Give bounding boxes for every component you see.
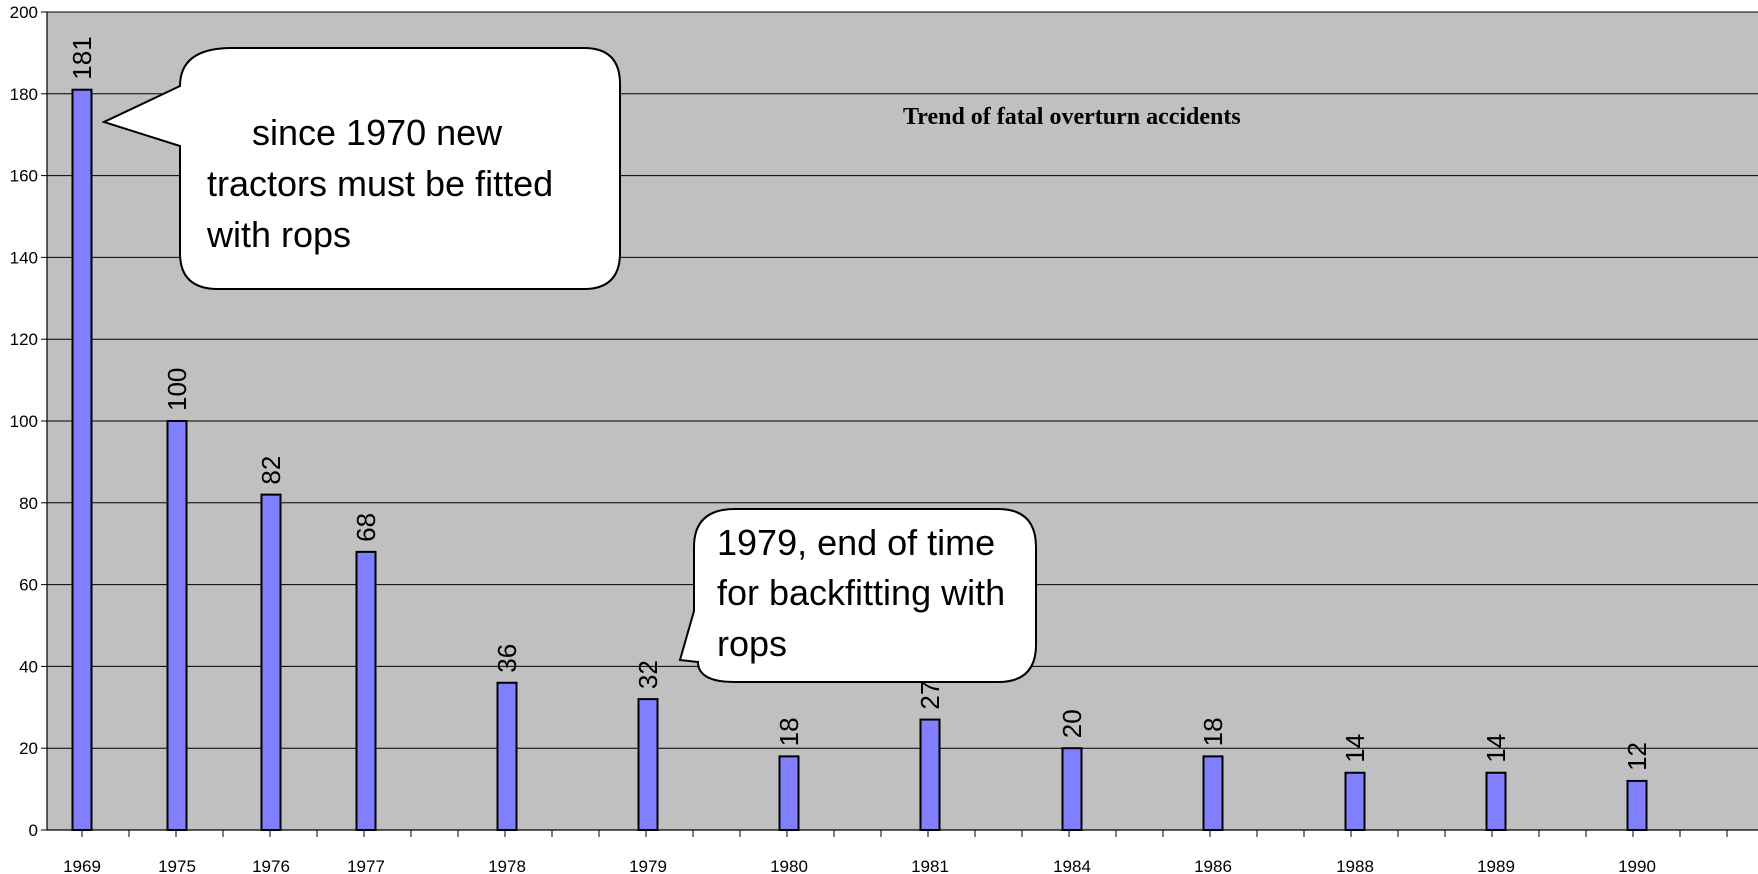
data-labels: 181 100 82 68 36 32 18 27 20 18 14 14 12 <box>67 36 1652 771</box>
x-tick-label-1989: 1989 <box>1477 857 1515 874</box>
x-tick-label-1978: 1978 <box>488 857 526 874</box>
bar-1988 <box>1344 771 1366 831</box>
bar-1981 <box>919 718 941 832</box>
data-label-1978: 36 <box>492 644 522 673</box>
x-tick-label-1977: 1977 <box>347 857 385 874</box>
y-tick-label: 160 <box>10 167 38 186</box>
bar-1989 <box>1485 771 1507 831</box>
data-label-1989: 14 <box>1481 734 1511 763</box>
bar-1990 <box>1626 779 1648 831</box>
data-label-1975: 100 <box>162 368 192 411</box>
x-tick-label-1990: 1990 <box>1618 857 1656 874</box>
callout-text-backfitting-1979: 1979, end of time for backfitting with rop… <box>717 522 1005 664</box>
x-tick-label-1979: 1979 <box>629 857 667 874</box>
data-label-1977: 68 <box>351 513 381 542</box>
x-tick-label-1975: 1975 <box>158 857 196 874</box>
x-tick-label-1981: 1981 <box>911 857 949 874</box>
callout-line: since 1970 new <box>252 112 503 153</box>
y-axis-ticks: 0 20 40 60 80 100 120 140 160 180 200 <box>10 3 47 840</box>
y-tick-label: 120 <box>10 330 38 349</box>
data-label-1976: 82 <box>256 456 286 485</box>
bar-1984 <box>1061 747 1083 832</box>
bar-1978 <box>496 681 518 832</box>
data-label-1979: 32 <box>633 660 663 689</box>
y-tick-label: 180 <box>10 85 38 104</box>
data-label-1980: 18 <box>774 717 804 746</box>
x-tick-label-1980: 1980 <box>770 857 808 874</box>
y-tick-label: 140 <box>10 248 38 267</box>
data-label-1988: 14 <box>1340 734 1370 763</box>
bar-1976 <box>260 493 282 831</box>
x-tick-label-1986: 1986 <box>1194 857 1232 874</box>
x-tick-label-1976: 1976 <box>252 857 290 874</box>
callout-backfitting-1979: 1979, end of time for backfitting with rop… <box>678 508 1037 683</box>
callout-text-rops-1970: since 1970 new tractors must be fitted wit… <box>206 112 553 255</box>
callout-rops-1970: since 1970 new tractors must be fitted wit… <box>101 47 621 290</box>
data-label-1986: 18 <box>1198 717 1228 746</box>
bar-1969 <box>71 88 93 831</box>
callout-line: rops <box>717 623 787 664</box>
bar-1977 <box>355 550 377 831</box>
data-label-1981: 27 <box>915 681 945 710</box>
chart-title: Trend of fatal overturn accidents <box>903 104 1241 130</box>
bar-1986 <box>1202 755 1224 832</box>
data-label-1969: 181 <box>67 36 97 79</box>
data-label-1984: 20 <box>1057 709 1087 738</box>
y-tick-label: 80 <box>19 494 38 513</box>
y-tick-label: 20 <box>19 739 38 758</box>
callout-line: 1979, end of time <box>717 522 995 563</box>
data-label-1990: 12 <box>1622 742 1652 771</box>
y-tick-label: 200 <box>10 3 38 22</box>
x-axis-ticks: 1969 1975 1976 1977 1978 1979 1980 1981 1984 1986… <box>63 830 1728 874</box>
x-tick-label-1988: 1988 <box>1336 857 1374 874</box>
y-tick-label: 100 <box>10 412 38 431</box>
callout-line: with rops <box>206 214 351 255</box>
bar-1980 <box>778 755 800 832</box>
bar-1975 <box>166 420 188 831</box>
x-tick-label-1984: 1984 <box>1053 857 1091 874</box>
callout-line: tractors must be fitted <box>207 163 553 204</box>
x-tick-label-1969: 1969 <box>63 857 101 874</box>
y-tick-label: 40 <box>19 657 38 676</box>
y-tick-label: 60 <box>19 576 38 595</box>
bar-1979 <box>637 698 659 831</box>
callout-line: for backfitting with <box>717 572 1005 613</box>
y-tick-label: 0 <box>29 821 38 840</box>
bars <box>71 88 1648 832</box>
